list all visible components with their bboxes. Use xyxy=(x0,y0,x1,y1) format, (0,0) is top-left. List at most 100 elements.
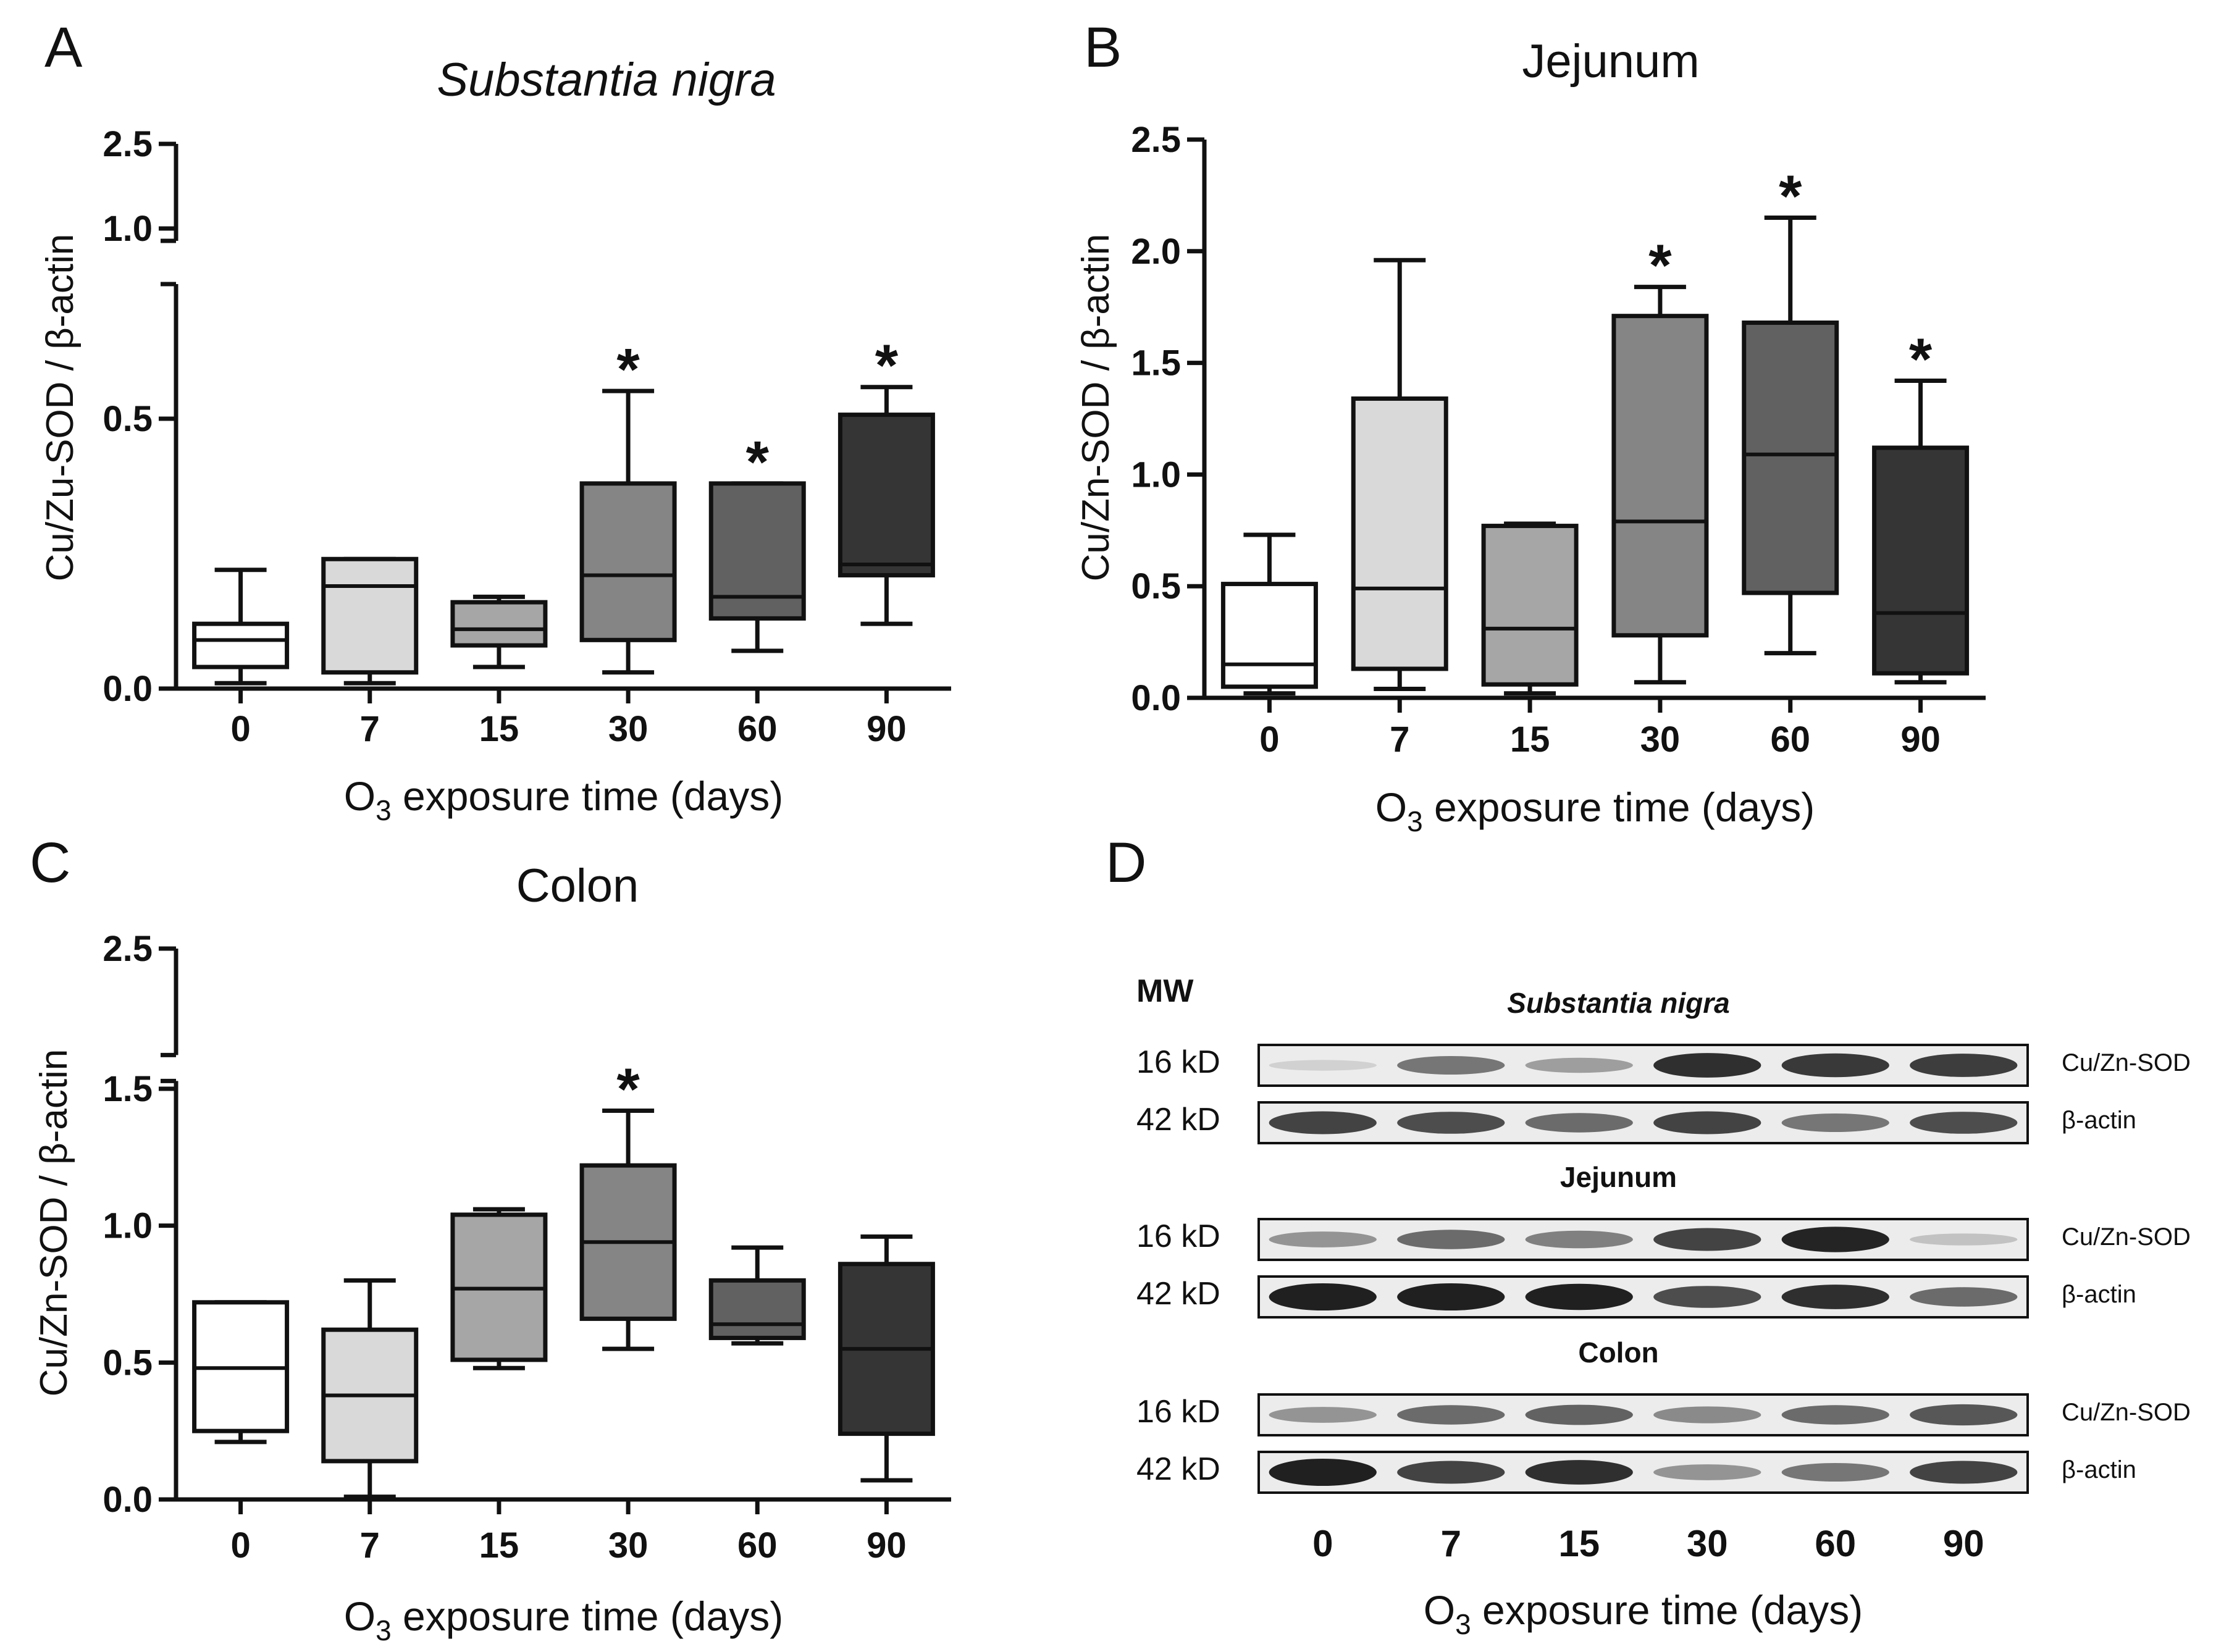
blot-substantia-nigra: Substantia nigra 16 kD Cu/Zn-SOD 42 kD β-act… xyxy=(1136,987,2191,1144)
y-axis-label: Cu/Zu-SOD / β-actin xyxy=(39,234,82,582)
band-lane-60 xyxy=(1781,1226,1889,1252)
y-tick-label: 2.0 xyxy=(1131,232,1181,272)
band-lane-15 xyxy=(1525,1230,1633,1249)
protein-label: β-actin xyxy=(2062,1107,2136,1134)
lane-label: 7 xyxy=(1441,1523,1461,1564)
blot-jejunum: Jejunum 16 kD Cu/Zn-SOD 42 kD β-actin xyxy=(1136,1161,2191,1319)
band-lane-0 xyxy=(1269,1283,1377,1310)
blot-strip xyxy=(1257,1451,2029,1494)
band-lane-7 xyxy=(1397,1230,1505,1249)
mw-header: MW xyxy=(1136,973,1194,1009)
band-lane-15 xyxy=(1525,1113,1633,1133)
y-tick-label: 0.0 xyxy=(1131,678,1181,718)
band-lane-60 xyxy=(1781,1463,1889,1482)
mw-label: 42 kD xyxy=(1136,1276,1220,1312)
band-lane-15 xyxy=(1525,1404,1633,1425)
box-30 xyxy=(1611,314,1709,638)
x-axis-label: O3 exposure time (days) xyxy=(344,1593,784,1646)
blot-strip xyxy=(1257,1218,2029,1261)
blot-tissue-title: Jejunum xyxy=(1560,1161,1677,1193)
blot-strip xyxy=(1257,1275,2029,1319)
y-tick-label: 2.5 xyxy=(103,929,153,969)
x-tick-label: 7 xyxy=(360,709,380,749)
box-15 xyxy=(450,600,548,648)
mw-label: 16 kD xyxy=(1136,1218,1220,1254)
significance-star: * xyxy=(1779,164,1802,230)
protein-label: β-actin xyxy=(2062,1456,2136,1483)
protein-label: β-actin xyxy=(2062,1281,2136,1308)
box-7 xyxy=(321,556,419,675)
band-lane-60 xyxy=(1781,1405,1889,1425)
x-tick-label: 7 xyxy=(1390,719,1409,760)
band-lane-7 xyxy=(1397,1056,1505,1075)
band-lane-30 xyxy=(1653,1228,1761,1251)
y-axis-label: Cu/Zn-SOD / β-actin xyxy=(1075,234,1117,582)
y-tick-label: 2.5 xyxy=(103,124,153,164)
box-0 xyxy=(192,621,290,669)
mw-label: 16 kD xyxy=(1136,1394,1220,1430)
x-tick-label: 60 xyxy=(1770,719,1810,760)
x-tick-label: 0 xyxy=(1259,719,1279,760)
x-tick-label: 90 xyxy=(1900,719,1941,760)
box-30 xyxy=(579,481,677,642)
blot-strip xyxy=(1257,1393,2029,1436)
box-15 xyxy=(1481,524,1579,687)
band-lane-0 xyxy=(1269,1111,1377,1134)
x-tick-label: 15 xyxy=(479,1525,519,1566)
panel-letter: A xyxy=(44,16,83,79)
mw-label: 42 kD xyxy=(1136,1451,1220,1487)
box-60 xyxy=(1742,321,1839,595)
band-lane-30 xyxy=(1653,1053,1761,1078)
blot-strip xyxy=(1257,1101,2029,1144)
x-axis-label: O3 exposure time (days) xyxy=(344,773,784,826)
band-lane-90 xyxy=(1910,1112,2018,1134)
blot-tissue-title: Substantia nigra xyxy=(1507,987,1729,1019)
x-tick-label: 30 xyxy=(608,709,649,749)
band-lane-90 xyxy=(1910,1233,2018,1246)
y-tick-label: 1.5 xyxy=(1131,343,1181,384)
band-lane-30 xyxy=(1653,1286,1761,1308)
y-tick-label: 2.5 xyxy=(1131,120,1181,160)
y-tick-label: 1.0 xyxy=(103,1206,153,1246)
x-tick-label: 60 xyxy=(737,1525,778,1566)
lane-label: 15 xyxy=(1558,1523,1600,1564)
chart-title: Jejunum xyxy=(1522,35,1699,88)
x-tick-label: 60 xyxy=(737,709,778,749)
panel-letter: C xyxy=(30,831,70,894)
chart-title: Substantia nigra xyxy=(437,54,776,106)
lane-label: 90 xyxy=(1943,1523,1984,1564)
y-tick-label: 0.5 xyxy=(103,399,153,439)
band-lane-15 xyxy=(1525,1057,1633,1073)
band-lane-60 xyxy=(1781,1285,1889,1309)
band-lane-30 xyxy=(1653,1111,1761,1134)
x-tick-label: 7 xyxy=(360,1525,380,1566)
band-lane-0 xyxy=(1269,1060,1377,1071)
chart-title: Colon xyxy=(516,860,639,912)
band-lane-0 xyxy=(1269,1407,1377,1423)
band-lane-90 xyxy=(1910,1461,2018,1484)
box-90 xyxy=(1872,445,1970,676)
band-lane-60 xyxy=(1781,1053,1889,1078)
band-lane-90 xyxy=(1910,1054,2018,1077)
band-lane-7 xyxy=(1397,1112,1505,1134)
band-lane-30 xyxy=(1653,1406,1761,1423)
band-lane-0 xyxy=(1269,1459,1377,1486)
band-lane-60 xyxy=(1781,1113,1889,1132)
panel-letter: B xyxy=(1084,16,1122,79)
significance-star: * xyxy=(1909,327,1933,393)
y-tick-label: 0.5 xyxy=(103,1343,153,1383)
band-lane-7 xyxy=(1397,1405,1505,1425)
band-lane-7 xyxy=(1397,1283,1505,1310)
band-lane-30 xyxy=(1653,1464,1761,1480)
x-axis-label: O3 exposure time (days) xyxy=(1424,1587,1863,1640)
box-90 xyxy=(837,413,935,577)
band-lane-90 xyxy=(1910,1287,2018,1307)
x-tick-label: 30 xyxy=(1640,719,1681,760)
y-tick-label: 0.0 xyxy=(103,1480,153,1520)
x-tick-label: 15 xyxy=(1510,719,1550,760)
y-tick-label: 1.0 xyxy=(1131,455,1181,495)
lane-label: 0 xyxy=(1312,1523,1333,1564)
mw-label: 42 kD xyxy=(1136,1102,1220,1138)
band-lane-15 xyxy=(1525,1283,1633,1310)
panel-d: D MW Substantia nigra 16 kD Cu/Zn-SOD 42 kD β-… xyxy=(1106,831,2191,1640)
